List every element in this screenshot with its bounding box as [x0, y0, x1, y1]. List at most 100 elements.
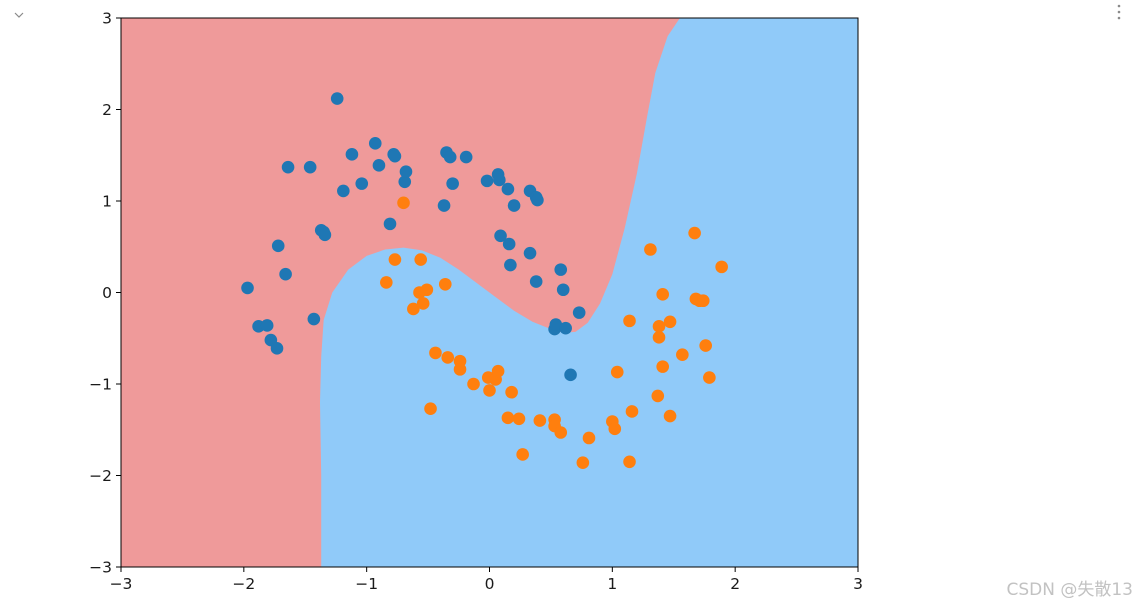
point-class-1 — [644, 243, 657, 256]
more-vertical-icon[interactable] — [1112, 2, 1126, 24]
point-class-1 — [483, 384, 496, 397]
point-class-0 — [398, 175, 412, 189]
point-class-1 — [414, 253, 428, 266]
point-class-1 — [676, 348, 689, 362]
x-tick-label: 1 — [607, 575, 617, 593]
point-class-0 — [529, 275, 543, 288]
point-class-0 — [372, 159, 386, 172]
point-class-0 — [531, 193, 544, 207]
point-class-0 — [559, 321, 572, 335]
point-class-1 — [397, 196, 410, 210]
point-class-1 — [608, 422, 622, 436]
point-class-1 — [688, 226, 701, 240]
point-class-0 — [446, 177, 459, 190]
point-class-1 — [429, 346, 442, 360]
point-class-0 — [572, 306, 586, 319]
y-axis: −3 −2 −1 0 1 2 3 — [89, 10, 121, 577]
point-class-1 — [512, 412, 526, 426]
scatter-points — [241, 92, 728, 469]
point-class-1 — [651, 389, 665, 403]
point-class-1 — [380, 276, 393, 289]
point-class-1 — [652, 331, 666, 344]
y-tick-label: 0 — [102, 284, 112, 302]
point-class-1 — [576, 456, 590, 469]
point-class-0 — [281, 160, 295, 174]
x-tick-label: 3 — [853, 575, 863, 593]
point-class-0 — [368, 137, 382, 150]
point-class-1 — [699, 339, 712, 352]
point-class-1 — [438, 277, 452, 291]
point-class-1 — [491, 364, 505, 378]
point-class-0 — [318, 228, 332, 242]
point-class-0 — [307, 312, 321, 326]
point-class-1 — [505, 385, 518, 399]
y-tick-label: 2 — [102, 101, 112, 119]
point-class-1 — [696, 294, 710, 308]
x-tick-label: −3 — [110, 575, 133, 593]
point-class-0 — [554, 263, 568, 276]
point-class-1 — [554, 426, 568, 439]
point-class-0 — [355, 177, 369, 190]
point-class-1 — [388, 253, 402, 266]
point-class-0 — [345, 148, 359, 161]
point-class-1 — [623, 455, 636, 469]
point-class-1 — [424, 402, 437, 416]
point-class-0 — [480, 174, 494, 188]
point-class-0 — [459, 150, 473, 164]
point-class-0 — [388, 149, 402, 163]
point-class-0 — [504, 258, 517, 272]
x-tick-label: 0 — [485, 575, 495, 593]
x-axis: −3 −2 −1 0 1 2 3 — [110, 567, 863, 593]
point-class-0 — [549, 318, 563, 331]
point-class-1 — [467, 377, 480, 391]
point-class-1 — [703, 371, 716, 384]
point-class-1 — [582, 431, 596, 445]
point-class-1 — [652, 320, 666, 333]
point-class-1 — [656, 360, 669, 373]
point-class-1 — [516, 448, 529, 461]
point-class-1 — [625, 405, 639, 418]
point-class-1 — [610, 365, 624, 379]
watermark-text: CSDN @失散13 — [1006, 580, 1133, 600]
class-1-region — [319, 18, 858, 567]
y-tick-label: −3 — [89, 559, 112, 577]
point-class-0 — [556, 283, 570, 297]
point-class-1 — [715, 260, 728, 274]
point-class-0 — [501, 182, 515, 196]
point-class-1 — [663, 315, 677, 329]
point-class-0 — [494, 229, 507, 243]
point-class-0 — [260, 319, 274, 332]
point-class-0 — [337, 184, 350, 198]
point-class-1 — [623, 314, 636, 328]
point-class-0 — [523, 246, 537, 260]
point-class-0 — [564, 368, 577, 382]
point-class-0 — [270, 342, 284, 355]
point-class-1 — [420, 283, 434, 297]
x-tick-label: 2 — [730, 575, 740, 593]
y-tick-label: 1 — [102, 193, 112, 211]
point-class-1 — [441, 351, 455, 364]
y-tick-label: −1 — [89, 376, 112, 394]
point-class-1 — [407, 302, 420, 316]
point-class-0 — [502, 237, 516, 251]
x-tick-label: −1 — [355, 575, 378, 593]
point-class-0 — [303, 160, 317, 174]
point-class-1 — [533, 414, 547, 427]
point-class-1 — [663, 409, 677, 423]
point-class-0 — [493, 173, 506, 187]
point-class-0 — [241, 281, 254, 295]
point-class-1 — [416, 297, 430, 310]
point-class-0 — [399, 165, 413, 179]
y-tick-label: 3 — [102, 10, 112, 28]
x-tick-label: −2 — [232, 575, 255, 593]
point-class-0 — [279, 267, 292, 281]
point-class-1 — [453, 363, 467, 376]
point-class-0 — [383, 217, 397, 231]
y-tick-label: −2 — [89, 467, 112, 485]
point-class-0 — [437, 199, 451, 212]
chevron-down-icon[interactable] — [12, 8, 26, 22]
point-class-0 — [443, 150, 457, 164]
point-class-1 — [501, 411, 515, 425]
point-class-0 — [507, 199, 521, 212]
